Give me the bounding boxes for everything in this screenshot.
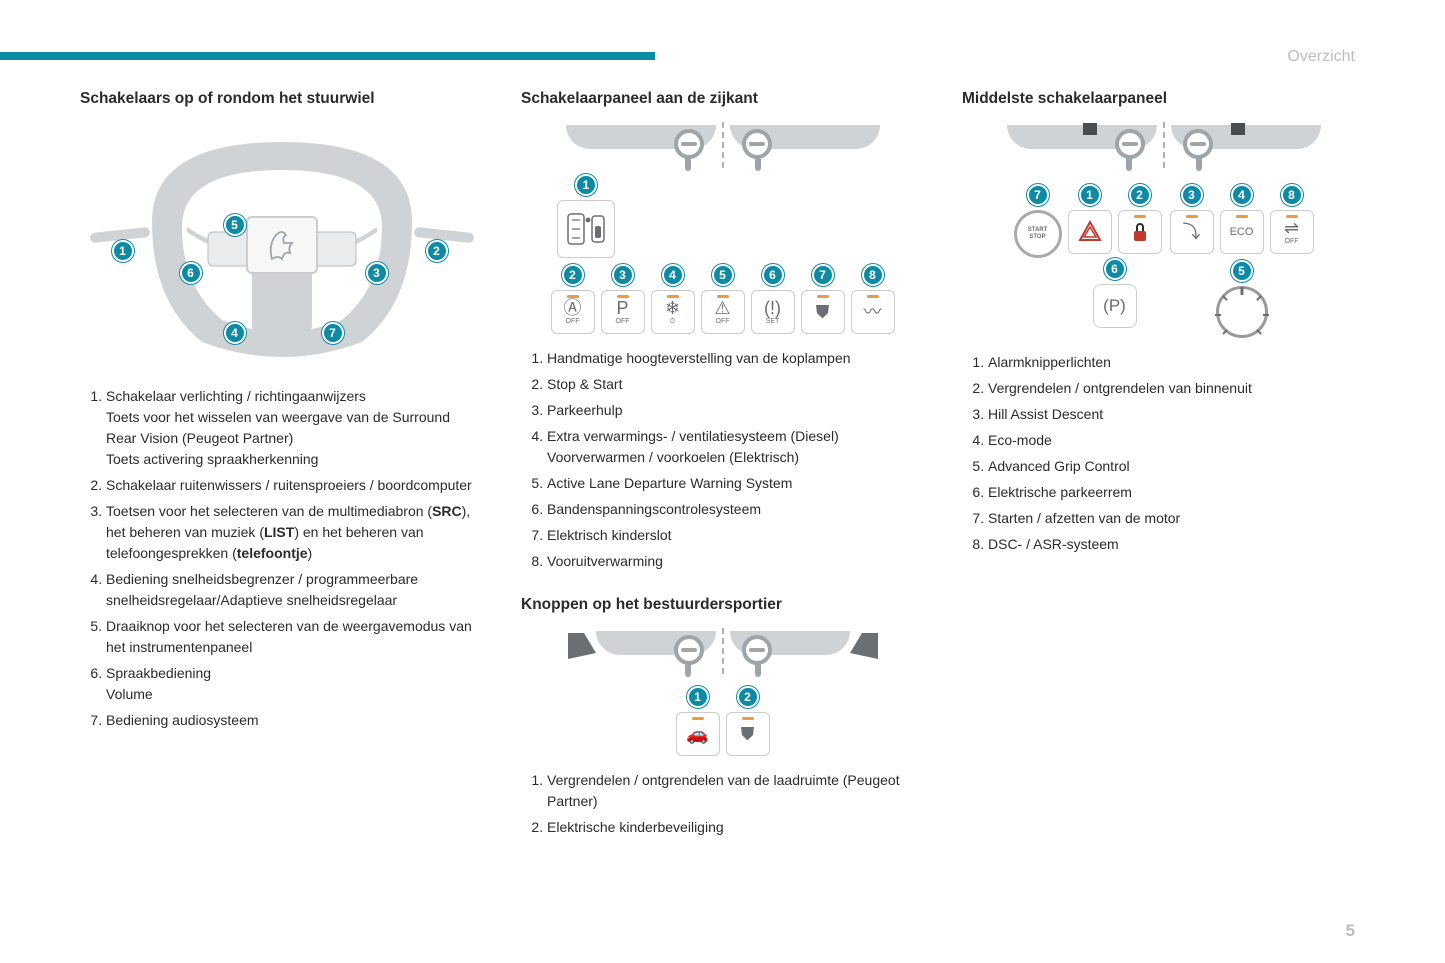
figure-steering-wheel: 1 2 3 4 5 6 7	[80, 122, 483, 372]
badge-1-side: 1	[575, 174, 597, 196]
door-child-lock-icon: ⛊	[726, 712, 770, 756]
list-item: Draaiknop voor het selecteren van de wee…	[106, 616, 483, 658]
badge-5-center: 5	[1231, 260, 1253, 282]
heading-col3: Middelste schakelaarpaneel	[962, 90, 1365, 108]
badge-2-wheel: 2	[426, 240, 448, 262]
dsc-asr-icon: ⇌OFF	[1270, 210, 1314, 254]
badge-6: 6	[762, 264, 784, 286]
list-item: Advanced Grip Control	[988, 456, 1365, 477]
list-item: Bediening audiosysteem	[106, 710, 483, 731]
list-item: Bandenspanningscontrolesysteem	[547, 499, 924, 520]
badge-6-center: 6	[1104, 258, 1126, 280]
lhd-dash-icon	[566, 125, 716, 165]
list-col3: Alarmknipperlichten Vergrendelen / ontgre…	[962, 352, 1365, 555]
figure-center-panel: 7 STARTSTOP 1	[962, 122, 1365, 338]
col-center-panel: Middelste schakelaarpaneel	[962, 90, 1365, 862]
hazard-icon	[1068, 210, 1112, 254]
list-item: Vooruitverwarming	[547, 551, 924, 572]
figure-side-panel: 1 2 ⒶOFF 3 POFF 4 ❄⏱ 5 ⚠OFF 6 (!)SET 7 ⛊ 8 〰	[521, 122, 924, 334]
rhd-dash-icon	[730, 125, 880, 165]
figure-door-panel: 1 🚗 2 ⛊	[521, 628, 924, 756]
heading-col2a: Schakelaarpaneel aan de zijkant	[521, 90, 924, 108]
badge-4: 4	[1231, 184, 1253, 206]
defrost-icon: 〰	[851, 290, 895, 334]
badge-1-wheel: 1	[112, 240, 134, 262]
eco-mode-icon: ECO	[1220, 210, 1264, 254]
list-item: Elektrische parkeerrem	[988, 482, 1365, 503]
grip-control-dial	[1216, 286, 1268, 338]
list-item: Vergrendelen / ontgrendelen van de laadr…	[547, 770, 924, 812]
list-col1: Schakelaar verlichting / richtingaanwijz…	[80, 386, 483, 731]
badge-3: 3	[1181, 184, 1203, 206]
heading-col1: Schakelaars op of rondom het stuurwiel	[80, 90, 483, 108]
lhd-dash-icon	[1007, 125, 1157, 165]
list-item: Parkeerhulp	[547, 400, 924, 421]
list-item: DSC- / ASR-systeem	[988, 534, 1365, 555]
list-item: Schakelaar verlichting / richtingaanwijz…	[106, 386, 483, 470]
badge-5: 5	[712, 264, 734, 286]
lane-warning-icon: ⚠OFF	[701, 290, 745, 334]
list-item: Elektrische kinderbeveiliging	[547, 817, 924, 838]
col-side-and-door: Schakelaarpaneel aan de zijkant	[521, 90, 924, 862]
divider-icon	[1163, 122, 1165, 168]
badge-7-wheel: 7	[322, 322, 344, 344]
divider-icon	[722, 122, 724, 168]
list-item: Handmatige hoogteverstelling van de kopl…	[547, 348, 924, 369]
tyre-pressure-icon: (!)SET	[751, 290, 795, 334]
list-item: Bediening snelheidsbegrenzer / programme…	[106, 569, 483, 611]
list-item: Alarmknipperlichten	[988, 352, 1365, 373]
list-item: Toetsen voor het selecteren van de multi…	[106, 501, 483, 564]
list-item: Starten / afzetten van de motor	[988, 508, 1365, 529]
badge-5-wheel: 5	[224, 214, 246, 236]
list-item: Stop & Start	[547, 374, 924, 395]
start-stop-button: STARTSTOP	[1014, 210, 1062, 258]
badge-6-wheel: 6	[180, 262, 202, 284]
list-item: Eco-mode	[988, 430, 1365, 451]
stop-start-icon: ⒶOFF	[551, 290, 595, 334]
heating-timer-icon: ❄⏱	[651, 290, 695, 334]
list-item: Elektrisch kinderslot	[547, 525, 924, 546]
badge-7: 7	[812, 264, 834, 286]
heading-col2b: Knoppen op het bestuurdersportier	[521, 596, 924, 614]
badge-2-center: 2	[1129, 184, 1151, 206]
hill-descent-icon: ⤵	[1170, 210, 1214, 254]
list-item: Vergrendelen / ontgrendelen van binnenui…	[988, 378, 1365, 399]
content-columns: Schakelaars op of rondom het stuurwiel 1…	[0, 0, 1445, 862]
badge-2: 2	[737, 686, 759, 708]
col-steering-wheel: Schakelaars op of rondom het stuurwiel 1…	[80, 90, 483, 862]
badge-3: 3	[612, 264, 634, 286]
list-item: Active Lane Departure Warning System	[547, 473, 924, 494]
section-label: Overzicht	[1287, 48, 1355, 66]
child-lock-icon: ⛊	[801, 290, 845, 334]
list-item: Hill Assist Descent	[988, 404, 1365, 425]
park-assist-icon: POFF	[601, 290, 645, 334]
list-col2a: Handmatige hoogteverstelling van de kopl…	[521, 348, 924, 572]
badge-4-wheel: 4	[224, 322, 246, 344]
rhd-dash-icon	[1171, 125, 1321, 165]
list-item: Extra verwarmings- / ventilatiesysteem (…	[547, 426, 924, 468]
badge-7-center: 7	[1027, 184, 1049, 206]
badge-1-center: 1	[1079, 184, 1101, 206]
badge-4: 4	[662, 264, 684, 286]
rhd-door-icon	[730, 631, 880, 671]
list-item: SpraakbedieningVolume	[106, 663, 483, 705]
headlamp-adjust-icon	[557, 200, 615, 258]
badge-3-wheel: 3	[366, 262, 388, 284]
badge-2: 2	[562, 264, 584, 286]
badge-1: 1	[687, 686, 709, 708]
cargo-lock-icon: 🚗	[676, 712, 720, 756]
list-item: Schakelaar ruitenwissers / ruitensproeie…	[106, 475, 483, 496]
page-number: 5	[1346, 921, 1355, 941]
electric-parkbrake-icon: (P)	[1093, 284, 1137, 328]
badge-8: 8	[1281, 184, 1303, 206]
divider-icon	[722, 628, 724, 674]
lock-icon	[1118, 210, 1162, 254]
badge-8: 8	[862, 264, 884, 286]
list-col2b: Vergrendelen / ontgrendelen van de laadr…	[521, 770, 924, 838]
accent-bar	[0, 52, 655, 60]
peugeot-lion-icon	[246, 216, 318, 274]
lhd-door-icon	[566, 631, 716, 671]
